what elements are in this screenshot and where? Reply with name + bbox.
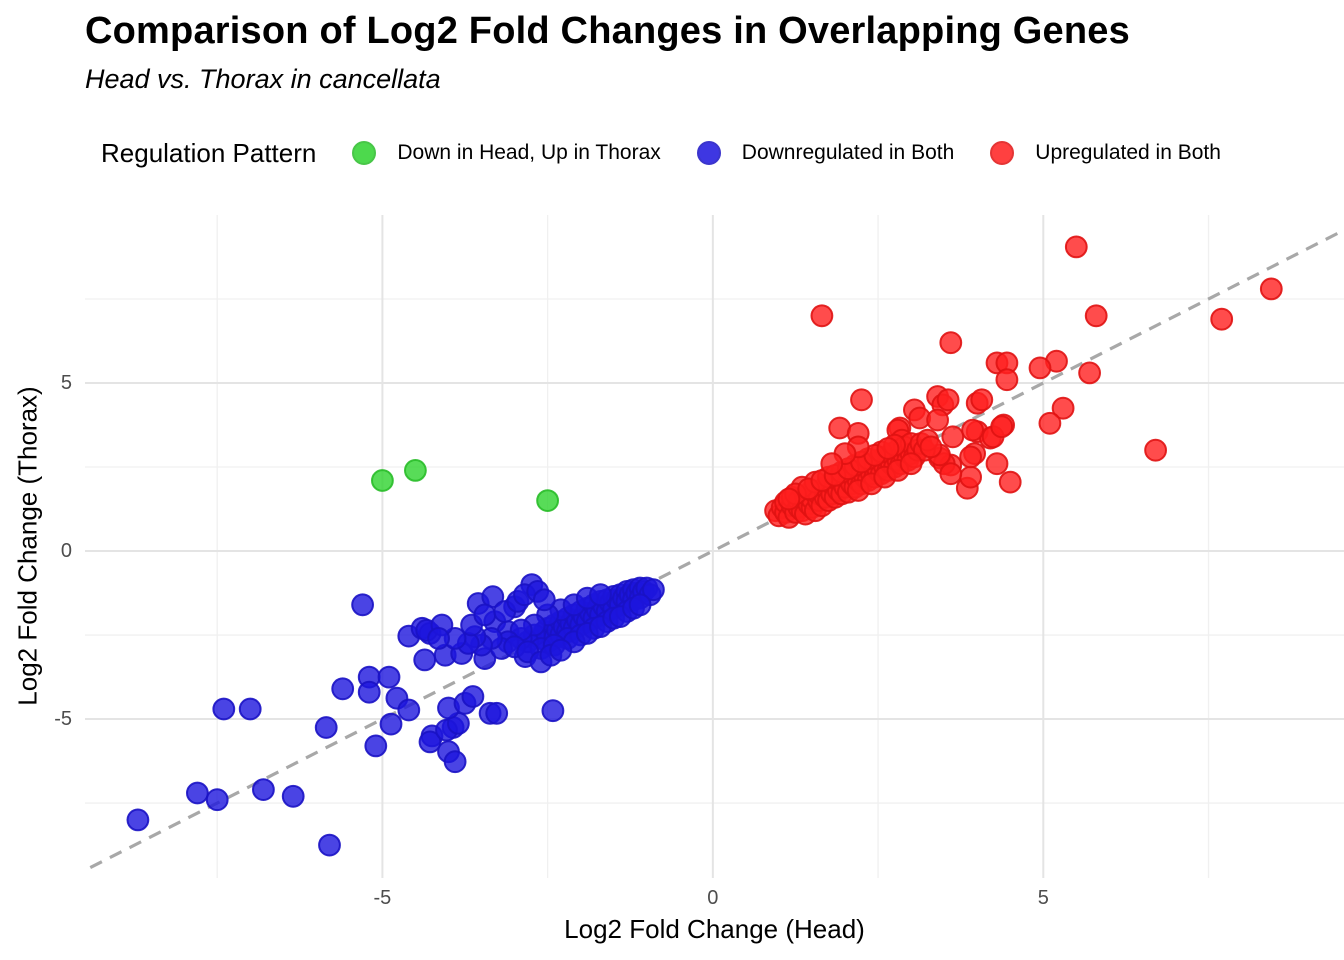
data-point (589, 583, 612, 607)
data-point (357, 680, 381, 704)
data-point (1144, 438, 1167, 462)
data-point (1210, 307, 1234, 331)
data-point (186, 781, 209, 805)
data-point (126, 808, 150, 832)
y-tick-label: -5 (54, 708, 72, 731)
identity-line (89, 230, 1342, 870)
legend-item-down-up: Down in Head, Up in Thorax (352, 141, 661, 165)
data-point (1064, 235, 1088, 259)
data-point (810, 304, 834, 328)
data-point (252, 778, 275, 801)
x-axis-title: Log2 Fold Change (Head) (564, 914, 865, 944)
x-tick-label: 5 (1037, 887, 1049, 909)
data-point (959, 445, 982, 469)
data-point (404, 459, 427, 482)
data-point (351, 593, 375, 617)
data-point (379, 712, 403, 736)
data-point (318, 833, 341, 857)
series-upregulated-in-both (764, 235, 1283, 529)
data-point (212, 697, 236, 721)
data-point (926, 408, 949, 432)
data-point (876, 437, 900, 460)
data-point (397, 698, 421, 722)
x-tick-label: 0 (707, 887, 719, 909)
data-point (536, 489, 560, 513)
data-point (532, 588, 556, 612)
data-point (473, 603, 497, 627)
legend-dot-blue-icon (696, 141, 721, 165)
data-point (939, 331, 963, 355)
data-point (985, 452, 1009, 476)
data-point (939, 462, 963, 486)
data-point (820, 452, 844, 476)
legend-label: Down in Head, Up in Thorax (397, 141, 661, 164)
y-tick-label: 5 (60, 372, 72, 395)
data-point (899, 452, 923, 476)
data-point (443, 750, 467, 774)
data-point (1084, 304, 1108, 328)
data-point (1038, 411, 1062, 435)
data-point (418, 730, 442, 754)
data-point (936, 388, 960, 412)
legend-label: Downregulated in Both (741, 141, 955, 164)
y-tick-label: 0 (60, 540, 72, 563)
legend-item-up-both: Upregulated in Both (990, 141, 1221, 165)
legend-title: Regulation Pattern (101, 137, 317, 168)
series-down-in-head-up-in-thorax (371, 459, 560, 513)
data-point (850, 388, 873, 412)
data-point (281, 784, 305, 808)
data-point (371, 469, 394, 492)
data-point (314, 716, 338, 739)
data-point (549, 638, 573, 662)
data-point (541, 699, 565, 723)
data-point (998, 470, 1022, 494)
data-point (941, 425, 965, 449)
data-point (485, 701, 509, 725)
data-point (331, 677, 355, 701)
data-point (628, 593, 652, 617)
legend-dot-green-icon (352, 141, 377, 165)
data-point (1078, 361, 1101, 385)
data-point (377, 665, 401, 689)
legend-dot-red-icon (990, 141, 1015, 165)
data-point (961, 418, 984, 442)
data-point (238, 697, 262, 721)
x-tick-label: -5 (373, 887, 392, 909)
data-point (1259, 277, 1283, 301)
data-point (990, 415, 1014, 439)
data-point (1051, 396, 1075, 420)
data-point (461, 685, 485, 708)
legend-item-down-both: Downregulated in Both (696, 141, 955, 165)
data-point (777, 487, 801, 511)
plot-panel (85, 215, 1344, 878)
scatter-plot (85, 215, 1344, 878)
chart-title: Comparison of Log2 Fold Changes in Overl… (85, 10, 1130, 52)
series-downregulated-in-both (126, 573, 665, 857)
data-point (642, 578, 665, 602)
chart-subtitle: Head vs. Thorax in cancellata (85, 64, 441, 94)
data-point (970, 388, 994, 412)
data-point (959, 465, 982, 489)
data-point (995, 368, 1019, 392)
data-point (364, 734, 388, 758)
legend-label: Upregulated in Both (1035, 141, 1221, 164)
legend: Regulation Pattern Down in Head, Up in T… (101, 130, 1221, 176)
data-point (919, 435, 943, 459)
data-point (205, 788, 229, 812)
data-point (413, 648, 437, 672)
data-point (1028, 356, 1052, 380)
data-point (427, 627, 451, 650)
